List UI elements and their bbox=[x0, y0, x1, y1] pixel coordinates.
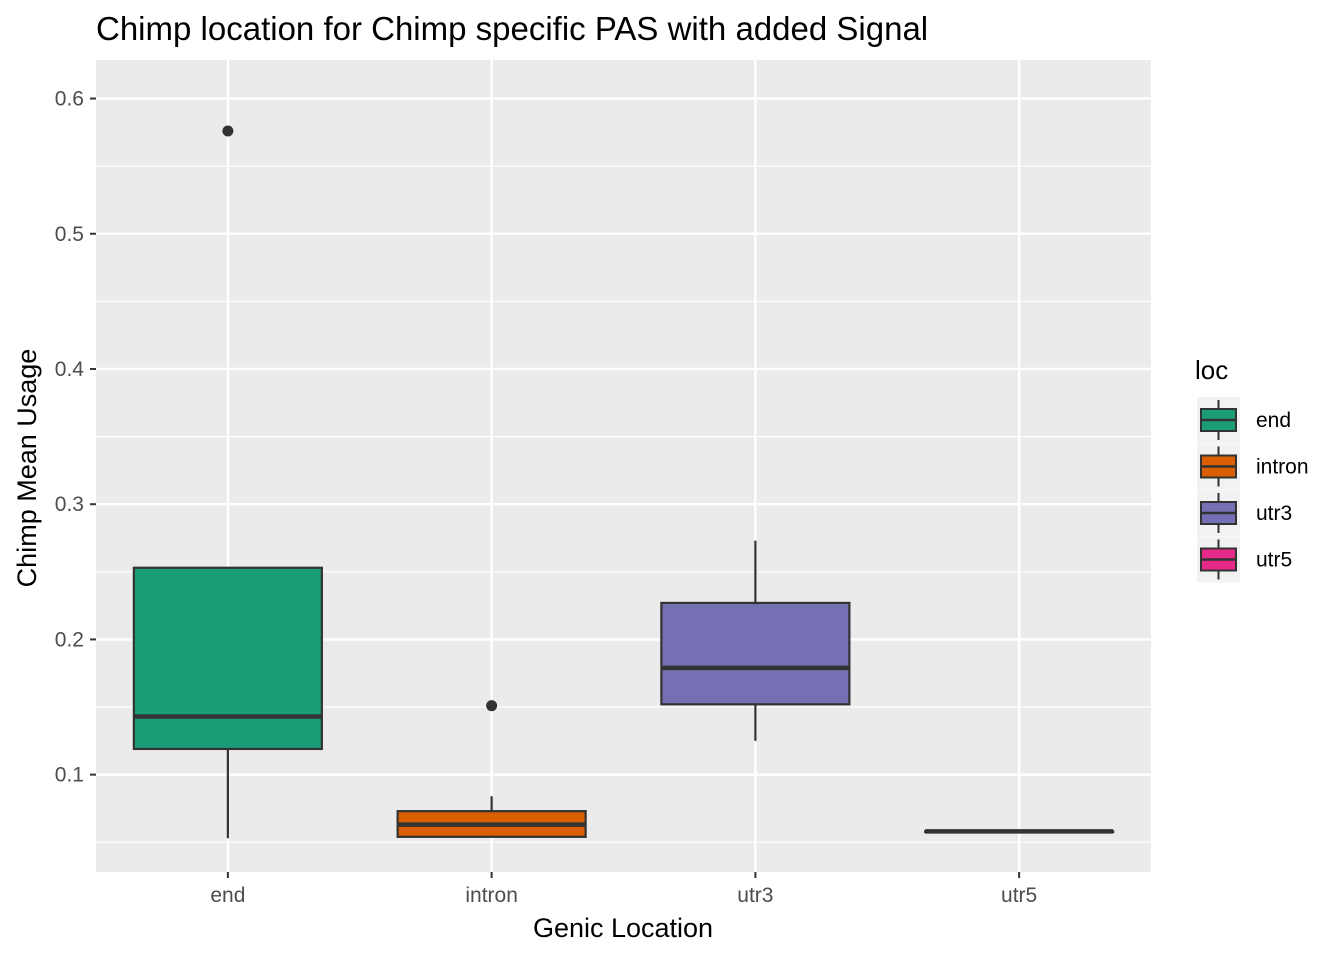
y-tick-label: 0.1 bbox=[55, 764, 84, 787]
x-tick-label: end bbox=[210, 884, 245, 907]
chart-title: Chimp location for Chimp specific PAS wi… bbox=[96, 10, 928, 47]
legend-label: utr5 bbox=[1256, 549, 1292, 572]
y-tick-label: 0.3 bbox=[55, 493, 84, 516]
legend-item-utr5: utr5 bbox=[1197, 536, 1292, 583]
legend-label: end bbox=[1256, 409, 1291, 432]
x-tick-label: intron bbox=[465, 884, 518, 907]
x-axis: end intron utr3 utr5 bbox=[210, 872, 1037, 907]
panel-background bbox=[96, 60, 1151, 872]
legend-item-utr3: utr3 bbox=[1197, 490, 1292, 536]
x-tick-label: utr3 bbox=[737, 884, 773, 907]
y-tick-label: 0.4 bbox=[55, 358, 85, 381]
x-tick-label: utr5 bbox=[1001, 884, 1037, 907]
y-axis: 0.1 0.2 0.3 0.4 0.5 0.6 bbox=[55, 88, 96, 787]
legend-title: loc bbox=[1195, 355, 1228, 385]
legend-item-intron: intron bbox=[1197, 443, 1309, 490]
box-utr3 bbox=[660, 540, 851, 741]
y-tick-label: 0.6 bbox=[55, 88, 84, 111]
y-axis-title: Chimp Mean Usage bbox=[12, 349, 42, 588]
legend-item-end: end bbox=[1197, 397, 1291, 443]
legend-label: utr3 bbox=[1256, 502, 1292, 525]
outlier-point bbox=[486, 700, 498, 712]
x-axis-title: Genic Location bbox=[533, 913, 713, 943]
legend: loc end intron utr3 utr5 bbox=[1195, 355, 1309, 583]
outlier-point bbox=[222, 125, 234, 137]
box-end bbox=[132, 125, 323, 839]
legend-label: intron bbox=[1256, 456, 1309, 479]
plot-panel bbox=[96, 60, 1151, 872]
box-body bbox=[132, 566, 323, 751]
y-tick-label: 0.5 bbox=[55, 223, 84, 246]
box-intron bbox=[396, 700, 587, 838]
box-utr5 bbox=[924, 829, 1115, 834]
y-tick-label: 0.2 bbox=[55, 628, 84, 651]
box-body bbox=[660, 601, 851, 706]
